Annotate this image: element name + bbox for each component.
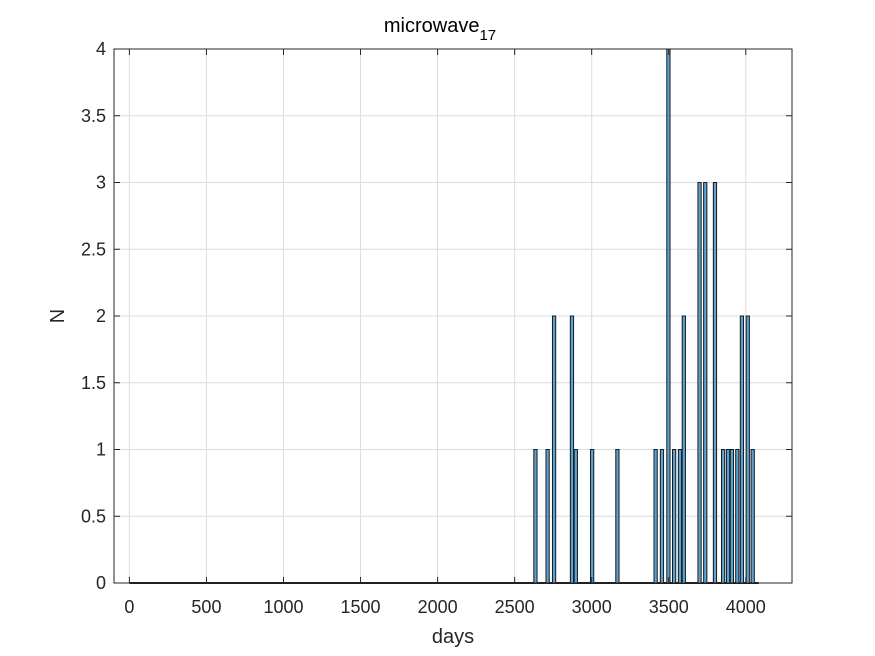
y-axis-ticks: 0 0.5 1 1.5 2 2.5 3 3.5 4 [81,39,792,593]
histogram-bar [569,315,575,584]
x-tick-label: 1500 [341,597,381,617]
histogram-bar [677,449,683,584]
x-tick-label: 1000 [263,597,303,617]
histogram-bar [551,315,557,584]
histogram-bar [745,315,750,584]
chart-title: microwave17 [384,15,496,44]
histogram-bar [590,449,595,584]
x-tick-label: 0 [124,597,134,617]
y-tick-label: 2 [96,306,106,326]
histogram-bar [681,315,686,584]
x-tick-label: 3000 [572,597,612,617]
y-tick-label: 3.5 [81,106,106,126]
histogram-bar [721,449,726,584]
histogram-bar [653,449,658,584]
histogram-bar [703,182,708,584]
x-tick-label: 4000 [726,597,766,617]
y-tick-label: 4 [96,39,106,59]
y-tick-label: 3 [96,173,106,193]
histogram-bar [725,449,731,584]
x-axis-label: days [432,626,474,648]
histogram-bar [533,449,538,584]
x-axis-ticks: 0 500 1000 1500 2000 2500 3000 3500 4000 [124,49,766,617]
x-tick-label: 500 [191,597,221,617]
histogram-bar [750,449,755,584]
histogram-bar [573,449,578,584]
histogram-bar [659,449,665,584]
histogram-bar [712,182,718,584]
y-tick-label: 1 [96,440,106,460]
x-tick-label: 2500 [495,597,535,617]
histogram-bar [615,449,620,584]
y-tick-label: 0.5 [81,506,106,526]
y-tick-label: 2.5 [81,239,106,259]
x-tick-label: 2000 [418,597,458,617]
histogram-bar [666,48,671,584]
histogram-bar [545,449,550,584]
histogram-bar [697,182,702,584]
y-axis-label: N [47,309,69,323]
chart-title-subscript: 17 [479,27,496,44]
x-tick-label: 3500 [649,597,689,617]
histogram-bar [739,315,745,584]
y-tick-label: 1.5 [81,373,106,393]
y-tick-label: 0 [96,573,106,593]
histogram-bar [735,449,740,584]
chart-title-main: microwave [384,15,480,37]
histogram-bar [672,449,677,584]
histogram-bar [729,449,735,584]
